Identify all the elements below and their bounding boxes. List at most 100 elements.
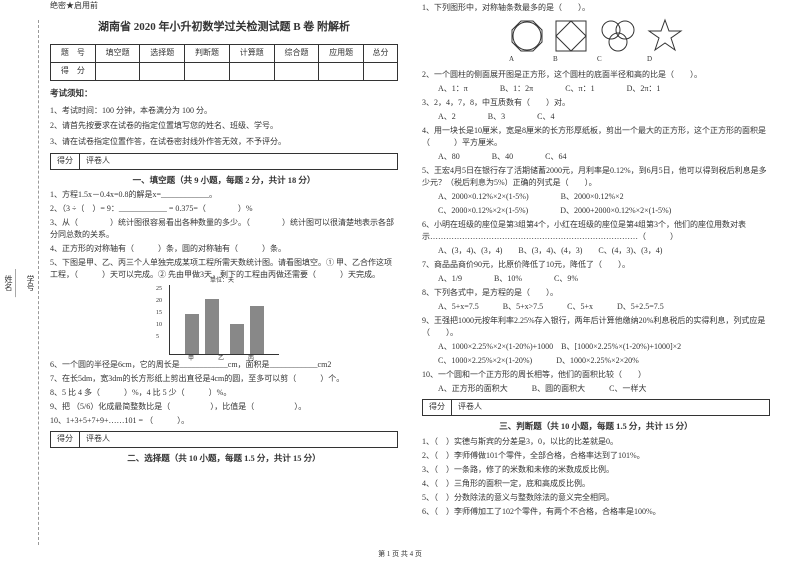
star-icon xyxy=(647,18,683,54)
exam-title: 湖南省 2020 年小升初数学过关检测试题 B 卷 附解析 xyxy=(50,19,398,37)
td[interactable] xyxy=(274,63,319,81)
option: A、80 B、40 C、64 xyxy=(422,151,770,163)
score-table: 题 号 填空题 选择题 判断题 计算题 综合题 应用题 总分 得 分 xyxy=(50,44,398,81)
th: 选择题 xyxy=(140,45,185,63)
right-column: 1、下列图形中，对称轴条数最多的是（ ）。 A B C D 2、一个圆柱的侧面展… xyxy=(422,0,770,520)
th: 判断题 xyxy=(185,45,230,63)
option: A、(3，4)、(3，4) B、(3，4)、(4，3) C、(4，3)、(3，4… xyxy=(422,245,770,257)
bar xyxy=(185,314,199,354)
score-bar: 得分 评卷人 xyxy=(50,431,398,448)
question: 5、王宏4月5日在银行存了活期储蓄2000元，月利率是0.12%，到6月5日，他… xyxy=(422,165,770,189)
seal-line xyxy=(38,20,39,545)
y-label: 5 xyxy=(156,333,159,343)
question: 1、下列图形中，对称轴条数最多的是（ ）。 xyxy=(422,2,770,14)
shape-options: A B C D xyxy=(422,18,770,65)
option: A、1：π B、1：2π C、π：1 D、2π：1 xyxy=(422,83,770,95)
th: 总分 xyxy=(364,45,398,63)
th: 计算题 xyxy=(229,45,274,63)
th: 应用题 xyxy=(319,45,364,63)
td[interactable] xyxy=(364,63,398,81)
page-footer: 第 1 页 共 4 页 xyxy=(0,549,800,559)
question: 10、1+3+5+7+9+……101 = （ ）。 xyxy=(50,415,398,427)
y-label: 15 xyxy=(156,309,162,319)
score-label: 得分 xyxy=(423,400,452,415)
option: A、1/9 B、10% C、9% xyxy=(422,273,770,285)
binding-sidebar: 学号_______ 姓名_______ 班级_______ 学校_______ … xyxy=(8,20,36,545)
section-1-title: 一、填空题（共 9 小题，每题 2 分，共计 18 分） xyxy=(50,174,398,188)
question: 7、在长5dm，宽3dm的长方形纸上剪出直径是4cm的圆，至多可以剪（ ）个。 xyxy=(50,373,398,385)
chart-unit: 单位：天 xyxy=(210,277,234,287)
question: 4、正方形的对称轴有（ ）条，圆的对称轴有（ ）条。 xyxy=(50,243,398,255)
score-label: 得分 xyxy=(51,432,80,447)
score-label: 得分 xyxy=(51,154,80,169)
y-label: 20 xyxy=(156,297,162,307)
x-label: 丙 xyxy=(248,355,254,365)
shape-label: B xyxy=(553,54,589,65)
y-label: 10 xyxy=(156,321,162,331)
grader-label: 评卷人 xyxy=(80,154,397,169)
sidebar-label: 姓名 xyxy=(3,275,14,291)
question: 1、方程1.5x－0.4x=0.8的解是x=____________。 xyxy=(50,189,398,201)
th: 题 号 xyxy=(51,45,96,63)
question: 5、（ ）分数除法的意义与整数除法的意义完全相同。 xyxy=(422,492,770,504)
option: C、2000×0.12%×2×(1-5%) D、2000+2000×0.12%×… xyxy=(422,205,770,217)
question: 3、（ ）一条路，修了的米数和未修的米数成反比例。 xyxy=(422,464,770,476)
y-label: 25 xyxy=(156,285,162,295)
question: 3、2，4，7，8，中互质数有（ ）对。 xyxy=(422,97,770,109)
question: 8、下列各式中，是方程的是（ ）。 xyxy=(422,287,770,299)
option: A、2 B、3 C、4 xyxy=(422,111,770,123)
option: C、1000×2.25%×2×(1-20%) D、1000×2.25%×2×20… xyxy=(422,355,770,367)
question: 6、小明在班级的座位是第3组第4个，小红在班级的座位是第4组第3个，他们的座位用… xyxy=(422,219,770,243)
question: 3、从（ ）统计图很容易看出各种数量的多少。（ ）统计图可以很清楚地表示各部分同… xyxy=(50,217,398,241)
shape-label: A xyxy=(509,54,545,65)
question: 10、一个圆和一个正方形的周长相等，他们的面积比较（ ） xyxy=(422,369,770,381)
question: 7、商品品商价90元，比原价降低了10元，降低了（ ）。 xyxy=(422,259,770,271)
score-bar: 得分 评卷人 xyxy=(422,399,770,416)
question: 9、把 （5/6）化成最简整数比是（ ），比值是（ ）。 xyxy=(50,401,398,413)
option: A、1000×2.25%×2×(1-20%)+1000 B、[1000×2.25… xyxy=(422,341,770,353)
bar xyxy=(250,306,264,354)
question: 2、（ ）李师傅做101个零件，全部合格，合格率达到了101%。 xyxy=(422,450,770,462)
square-diamond-icon xyxy=(553,18,589,54)
td: 得 分 xyxy=(51,63,96,81)
question: 9、王强把1000元按年利率2.25%存入银行，两年后计算他缴纳20%利息税后的… xyxy=(422,315,770,339)
th: 综合题 xyxy=(274,45,319,63)
shape-label: D xyxy=(647,54,683,65)
left-column: 绝密★启用前 湖南省 2020 年小升初数学过关检测试题 B 卷 附解析 题 号… xyxy=(50,0,398,520)
notice-item: 2、请首先按要求在试卷的指定位置填写您的姓名、班级、学号。 xyxy=(50,120,398,133)
td[interactable] xyxy=(140,63,185,81)
td[interactable] xyxy=(95,63,140,81)
question: 4、（ ）三角形的面积一定，底和高成反比例。 xyxy=(422,478,770,490)
sidebar-label: 学号 xyxy=(25,275,36,291)
bar xyxy=(230,324,244,354)
section-2-title: 二、选择题（共 10 小题，每题 1.5 分，共计 15 分） xyxy=(50,452,398,466)
x-label: 乙 xyxy=(218,355,224,365)
option: A、正方形的面积大 B、圆的面积大 C、一样大 xyxy=(422,383,770,395)
bar-chart: 单位：天 25 20 15 10 5 甲 乙 丙 xyxy=(169,285,279,355)
option: A、5+x=7.5 B、5+x>7.5 C、5+x D、5+2.5=7.5 xyxy=(422,301,770,313)
question: 2、（3 ÷（ ）= 9：____________ = 0.375=（ ）% xyxy=(50,203,398,215)
octagon-circle-icon xyxy=(509,18,545,54)
question: 1、（ ）实德与斯宾的分差是3，0，以比的比差就是0。 xyxy=(422,436,770,448)
section-3-title: 三、判断题（共 10 小题，每题 1.5 分，共计 15 分） xyxy=(422,420,770,434)
question: 4、用一块长是10厘米，宽是8厘米的长方形厚纸板，剪出一个最大的正方形，这个正方… xyxy=(422,125,770,149)
x-label: 甲 xyxy=(188,355,194,365)
secret-tag: 绝密★启用前 xyxy=(50,0,398,13)
notice-item: 1、考试时间：100 分钟，本卷满分为 100 分。 xyxy=(50,105,398,118)
score-bar: 得分 评卷人 xyxy=(50,153,398,170)
td[interactable] xyxy=(319,63,364,81)
th: 填空题 xyxy=(95,45,140,63)
question: 2、一个圆柱的侧面展开图是正方形，这个圆柱的底面半径和高的比是（ ）。 xyxy=(422,69,770,81)
td[interactable] xyxy=(229,63,274,81)
notice-title: 考试须知： xyxy=(50,87,398,101)
grader-label: 评卷人 xyxy=(80,432,397,447)
option: A、2000×0.12%×2×(1-5%) B、2000×0.12%×2 xyxy=(422,191,770,203)
bar xyxy=(205,299,219,354)
three-circles-icon xyxy=(597,18,639,54)
td[interactable] xyxy=(185,63,230,81)
question: 8、5 比 4 多（ ）%，4 比 5 少（ ）%。 xyxy=(50,387,398,399)
shape-label: C xyxy=(597,54,639,65)
notice-item: 3、请在试卷指定位置作答，在试卷密封线外作答无效，不予评分。 xyxy=(50,136,398,149)
grader-label: 评卷人 xyxy=(452,400,769,415)
question: 6、（ ）李师傅加工了102个零件，有两个不合格，合格率是100%。 xyxy=(422,506,770,518)
